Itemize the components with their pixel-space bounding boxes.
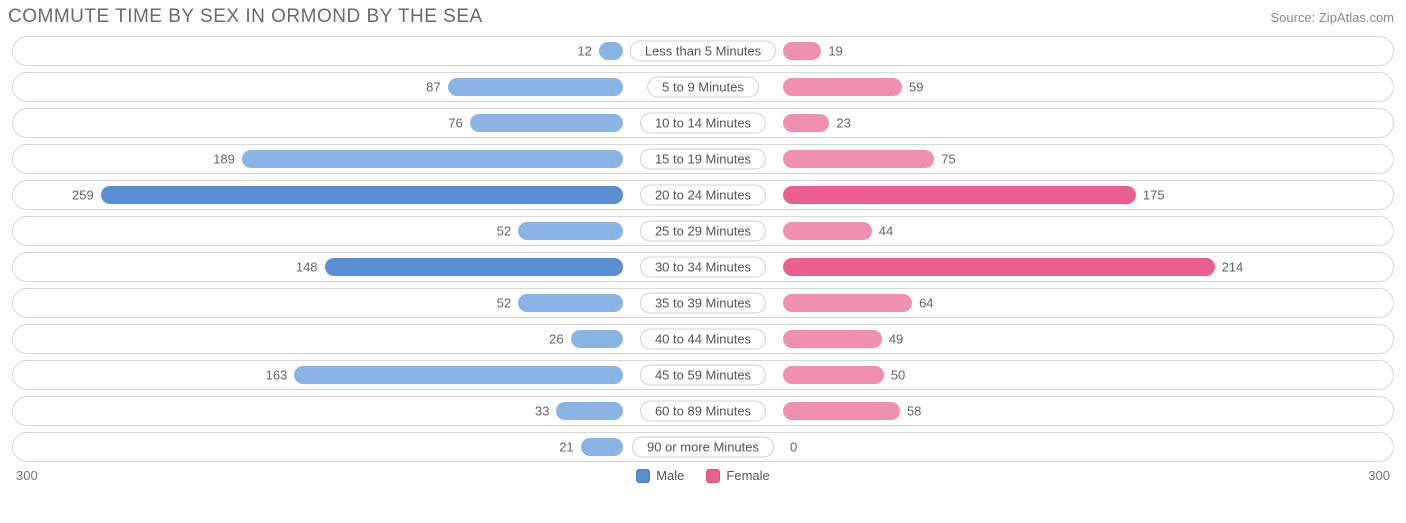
row-category-label: 30 to 34 Minutes [640, 257, 766, 278]
legend-item-female: Female [706, 468, 769, 483]
value-male: 52 [497, 224, 511, 239]
bar-male [571, 330, 623, 348]
bar-female [783, 222, 872, 240]
value-male: 21 [559, 440, 573, 455]
value-female: 49 [889, 332, 903, 347]
bar-male [556, 402, 623, 420]
bar-male [518, 222, 623, 240]
value-female: 23 [836, 116, 850, 131]
bar-female [783, 330, 882, 348]
value-female: 50 [891, 368, 905, 383]
bar-male [242, 150, 623, 168]
chart-row: 35 to 39 Minutes 52 64 [12, 288, 1394, 318]
legend-item-male: Male [636, 468, 684, 483]
value-male: 33 [535, 404, 549, 419]
row-category-label: Less than 5 Minutes [630, 41, 776, 62]
legend-label: Female [726, 468, 769, 483]
row-category-label: 40 to 44 Minutes [640, 329, 766, 350]
chart-area: Less than 5 Minutes12195 to 9 Minutes875… [0, 30, 1406, 462]
value-male: 26 [549, 332, 563, 347]
row-category-label: 45 to 59 Minutes [640, 365, 766, 386]
row-category-label: 10 to 14 Minutes [640, 113, 766, 134]
bar-female [783, 366, 884, 384]
bar-male [325, 258, 623, 276]
bar-male [101, 186, 623, 204]
value-female: 64 [919, 296, 933, 311]
value-male: 189 [213, 152, 235, 167]
bar-female [783, 186, 1136, 204]
bar-male [581, 438, 623, 456]
row-category-label: 60 to 89 Minutes [640, 401, 766, 422]
value-female: 0 [790, 440, 797, 455]
chart-row: 25 to 29 Minutes 52 44 [12, 216, 1394, 246]
value-male: 163 [266, 368, 288, 383]
value-female: 75 [941, 152, 955, 167]
legend-swatch-female [706, 469, 720, 483]
value-male: 76 [448, 116, 462, 131]
bar-male [294, 366, 623, 384]
bar-female [783, 114, 829, 132]
axis-max-right: 300 [1368, 468, 1390, 483]
legend: Male Female [636, 468, 770, 483]
chart-row: 45 to 59 Minutes 163 50 [12, 360, 1394, 390]
chart-source: Source: ZipAtlas.com [1270, 10, 1394, 25]
bar-female [783, 42, 821, 60]
chart-row: 5 to 9 Minutes 87 59 [12, 72, 1394, 102]
chart-row: 60 to 89 Minutes 33 58 [12, 396, 1394, 426]
bar-male [518, 294, 623, 312]
legend-label: Male [656, 468, 684, 483]
bar-female [783, 258, 1215, 276]
bar-female [783, 294, 912, 312]
value-male: 148 [296, 260, 318, 275]
row-category-label: 35 to 39 Minutes [640, 293, 766, 314]
chart-row: 40 to 44 Minutes 26 49 [12, 324, 1394, 354]
chart-row: 20 to 24 Minutes 259 175 [12, 180, 1394, 210]
value-male: 87 [426, 80, 440, 95]
value-male: 52 [497, 296, 511, 311]
bar-female [783, 402, 900, 420]
row-category-label: 90 or more Minutes [632, 437, 774, 458]
row-category-label: 25 to 29 Minutes [640, 221, 766, 242]
chart-row: 10 to 14 Minutes 76 23 [12, 108, 1394, 138]
value-female: 175 [1143, 188, 1165, 203]
row-category-label: 15 to 19 Minutes [640, 149, 766, 170]
chart-row: 90 or more Minutes 21 0 [12, 432, 1394, 462]
chart-title: COMMUTE TIME BY SEX IN ORMOND BY THE SEA [8, 6, 483, 28]
row-category-label: 5 to 9 Minutes [647, 77, 759, 98]
chart-row: Less than 5 Minutes 12 19 [12, 36, 1394, 66]
value-female: 58 [907, 404, 921, 419]
value-female: 19 [828, 44, 842, 59]
legend-swatch-male [636, 469, 650, 483]
axis-max-left: 300 [16, 468, 38, 483]
value-female: 214 [1222, 260, 1244, 275]
row-category-label: 20 to 24 Minutes [640, 185, 766, 206]
value-female: 59 [909, 80, 923, 95]
value-male: 259 [72, 188, 94, 203]
chart-row: 30 to 34 Minutes 148 214 [12, 252, 1394, 282]
bar-female [783, 150, 934, 168]
chart-header: COMMUTE TIME BY SEX IN ORMOND BY THE SEA… [0, 0, 1406, 30]
value-female: 44 [879, 224, 893, 239]
bar-female [783, 78, 902, 96]
bar-male [599, 42, 623, 60]
value-male: 12 [577, 44, 591, 59]
chart-footer: 300 Male Female 300 [0, 468, 1406, 483]
bar-male [448, 78, 623, 96]
bar-male [470, 114, 623, 132]
chart-row: 15 to 19 Minutes 189 75 [12, 144, 1394, 174]
